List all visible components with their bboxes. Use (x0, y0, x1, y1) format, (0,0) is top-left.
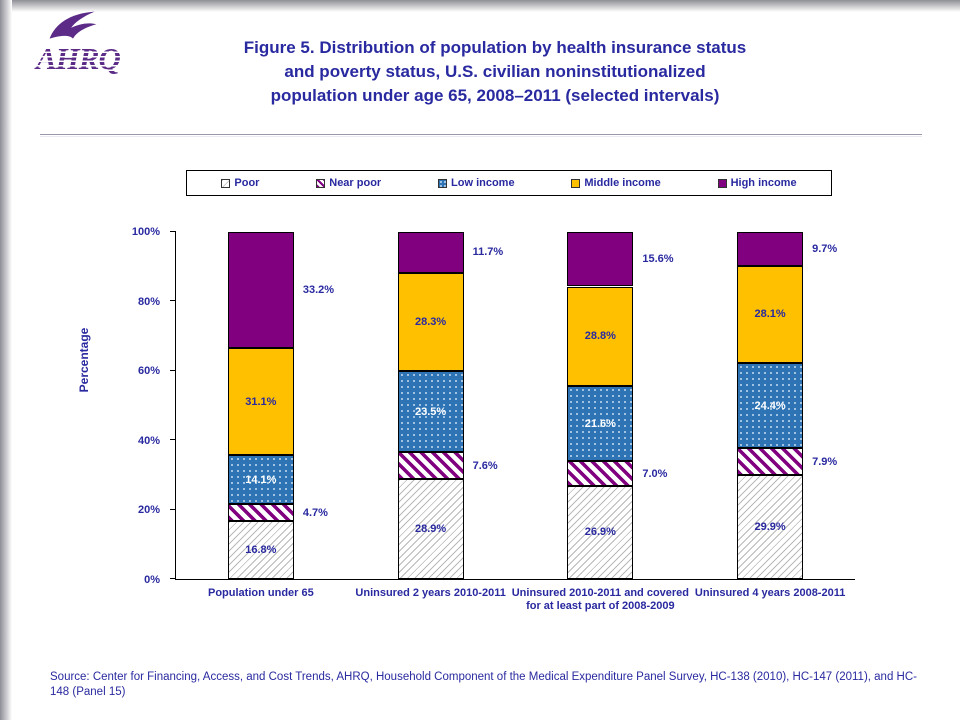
segment-value-label: 7.9% (812, 455, 838, 468)
y-tick-label: 20% (137, 504, 160, 517)
bar-segment-high-income: 33.2% (227, 232, 334, 348)
bar-segment-middle-income: 28.8% (567, 286, 634, 387)
bar-segment-middle-income: 31.1% (227, 347, 294, 456)
segment-value-label: 28.1% (754, 308, 786, 321)
ahrq-logo-text: AHRQ (36, 43, 136, 74)
top-edge-gradient (0, 0, 960, 12)
bar-segment-middle-income: 28.3% (397, 272, 464, 371)
bar-column: 16.8% 4.7% 14.1% 31.1% 33.2% Population under… (176, 232, 346, 599)
segment-value-label: 4.7% (302, 506, 328, 519)
x-axis-label: Uninsured 2 years 2010-2011 (355, 587, 506, 599)
y-tick-label: 80% (137, 295, 160, 308)
y-axis: 0% 20% 40% 60% 80% 100% (118, 226, 170, 586)
segment-value-label: 15.6% (642, 253, 674, 266)
segment-value-label: 33.2% (302, 283, 335, 296)
segment-value-label: 28.9% (415, 522, 447, 535)
figure-title-line3: population under age 65, 2008–2011 (sele… (270, 86, 720, 105)
stacked-bar: 29.9% 7.9% 24.4% 28.1% 9.7% (737, 232, 837, 579)
stacked-bar: 28.9% 7.6% 23.5% 28.3% 11.7% (397, 232, 503, 579)
header-divider (40, 134, 922, 137)
legend-item-low-income: Low income (438, 177, 515, 189)
segment-value-label: 24.4% (754, 399, 786, 412)
bar-area: 16.8% 4.7% 14.1% 31.1% 33.2% Population under… (176, 232, 855, 612)
segment-value-label: 16.8% (245, 543, 277, 556)
figure-title: Figure 5. Distribution of population by … (110, 36, 880, 108)
bar-segment-near-poor: 7.6% (397, 452, 498, 479)
y-tick-mark (170, 369, 176, 371)
legend-swatch-near-poor (316, 178, 326, 188)
figure-title-line2: and poverty status, U.S. civilian nonins… (284, 62, 706, 81)
legend-item-middle-income: Middle income (571, 177, 661, 189)
legend-label-low-income: Low income (451, 177, 515, 189)
legend-item-poor: Poor (221, 177, 259, 189)
chart-legend: Poor Near poor Low income Middle income High… (186, 170, 832, 196)
y-tick-mark (170, 300, 176, 302)
bar-column: 29.9% 7.9% 24.4% 28.1% 9.7% Uninsured 4 years… (685, 232, 855, 599)
legend-label-middle-income: Middle income (584, 177, 661, 189)
bar-segment-poor: 26.9% (567, 485, 634, 579)
segment-value-label: 7.0% (642, 467, 668, 480)
y-tick-label: 100% (131, 226, 160, 238)
segment-value-label: 28.3% (415, 315, 447, 328)
bar-segment-near-poor: 4.7% (227, 504, 328, 521)
legend-label-high-income: High income (730, 177, 797, 189)
segment-value-label: 11.7% (472, 246, 504, 259)
bar-segment-low-income: 24.4% (737, 363, 804, 448)
stacked-bar: 16.8% 4.7% 14.1% 31.1% 33.2% (227, 232, 334, 579)
legend-item-near-poor: Near poor (316, 177, 381, 189)
segment-value-label: 28.8% (584, 330, 616, 343)
legend-swatch-high-income (717, 178, 727, 188)
left-edge-gradient (0, 0, 12, 720)
legend-swatch-low-income (438, 178, 448, 188)
bar-segment-high-income: 15.6% (567, 232, 674, 287)
bar-segment-near-poor: 7.9% (737, 447, 837, 476)
legend-swatch-middle-income (571, 178, 581, 188)
y-tick-label: 40% (137, 434, 160, 447)
y-tick-label: 0% (144, 574, 160, 586)
bar-column: 28.9% 7.6% 23.5% 28.3% 11.7% Uninsured 2 year… (346, 232, 516, 599)
segment-value-label: 26.9% (584, 526, 616, 539)
bar-segment-high-income: 11.7% (397, 232, 503, 273)
segment-value-label: 21.6% (584, 417, 616, 430)
ahrq-eagle-icon (49, 11, 97, 39)
y-tick-mark (170, 231, 176, 232)
bar-segment-poor: 29.9% (737, 475, 804, 579)
bar-segment-low-income: 23.5% (397, 370, 464, 453)
stacked-bar-chart: 16.8% 4.7% 14.1% 31.1% 33.2% Population under… (170, 231, 855, 612)
y-tick-mark (170, 439, 176, 441)
segment-value-label: 14.1% (245, 473, 277, 486)
legend-item-high-income: High income (717, 177, 797, 189)
bar-segment-poor: 28.9% (397, 478, 464, 579)
bar-segment-high-income: 9.7% (737, 232, 837, 266)
bar-segment-poor: 16.8% (227, 520, 294, 579)
segment-value-label: 31.1% (245, 395, 277, 408)
bar-segment-low-income: 21.6% (567, 386, 634, 462)
legend-label-near-poor: Near poor (329, 177, 382, 189)
bar-segment-middle-income: 28.1% (737, 265, 804, 364)
segment-value-label: 9.7% (812, 242, 838, 255)
bar-column: 26.9% 7.0% 21.6% 28.8% 15.6% Uninsured 2010-2… (512, 232, 689, 612)
y-tick-mark (170, 578, 176, 579)
bar-segment-low-income: 14.1% (227, 455, 294, 505)
ahrq-logo: AHRQ (36, 8, 136, 74)
legend-swatch-poor (221, 178, 231, 188)
segment-value-label: 29.9% (754, 521, 786, 534)
figure-title-line1: Figure 5. Distribution of population by … (243, 38, 747, 57)
y-axis-title: Percentage (77, 327, 91, 393)
x-axis-label: Uninsured 2010-2011 and covered for at l… (511, 587, 690, 612)
x-axis-label: Population under 65 (208, 587, 314, 599)
legend-label-poor: Poor (234, 177, 260, 189)
bar-segment-near-poor: 7.0% (567, 461, 667, 486)
source-note: Source: Center for Financing, Access, an… (50, 671, 917, 698)
x-axis-label: Uninsured 4 years 2008-2011 (694, 587, 846, 599)
segment-value-label: 7.6% (472, 459, 498, 472)
y-tick-label: 60% (137, 365, 160, 378)
segment-value-label: 23.5% (415, 405, 447, 418)
stacked-bar: 26.9% 7.0% 21.6% 28.8% 15.6% (567, 232, 674, 579)
y-tick-mark (170, 508, 176, 510)
